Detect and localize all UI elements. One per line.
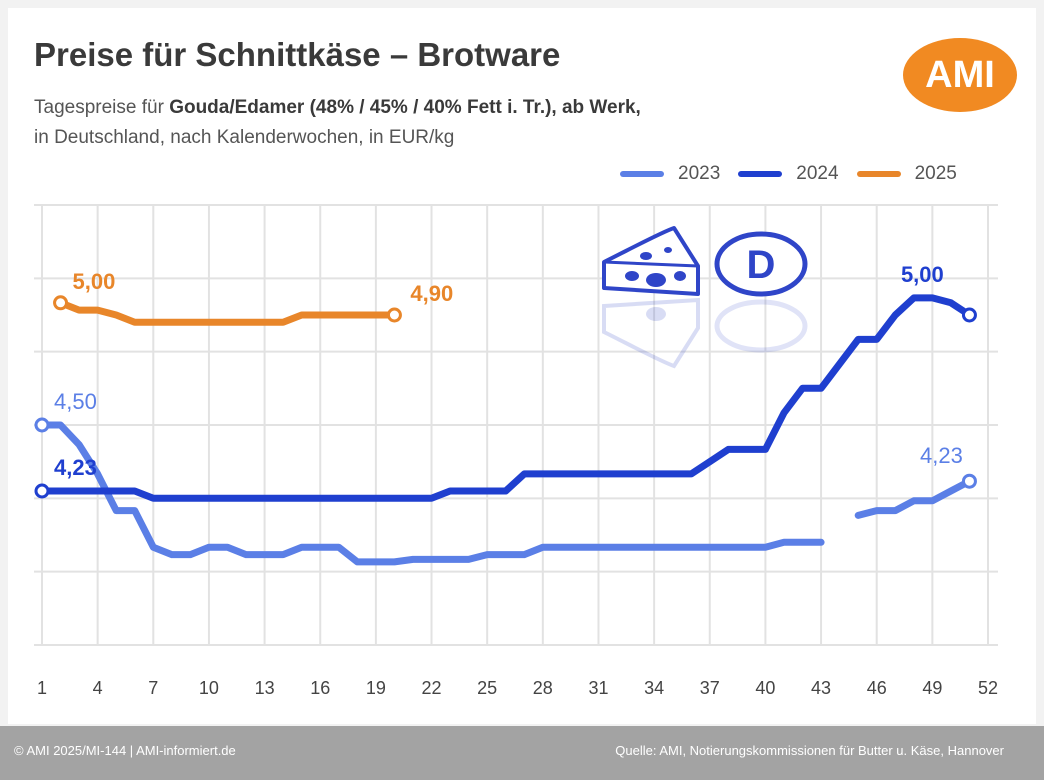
- x-tick-label: 34: [644, 678, 664, 698]
- x-tick-label: 52: [978, 678, 998, 698]
- legend-swatch-2025: [856, 171, 901, 177]
- series-line-2024: [38, 294, 973, 502]
- series-line-2023: [854, 477, 973, 519]
- x-tick-label: 7: [148, 678, 158, 698]
- series-line-2023: [38, 421, 825, 566]
- legend-item-2025: 2025: [856, 163, 957, 185]
- chart-footer: © AMI 2025/MI-144 | AMI-informiert.de Qu…: [0, 726, 1044, 780]
- legend-label-2023: 2023: [678, 163, 721, 184]
- data-label-2025: 4,90: [410, 281, 453, 306]
- x-tick-label: 49: [922, 678, 942, 698]
- subtitle-bold: Gouda/Edamer (48% / 45% / 40% Fett i. Tr…: [169, 97, 641, 118]
- x-tick-label: 40: [755, 678, 775, 698]
- line-chart: 4,50 4,23 4,23 5,00 5,00 4,90 1 4 7 10 13 16 19 22 25…: [34, 204, 998, 698]
- data-label-2024: 4,23: [54, 455, 97, 480]
- x-tick-label: 28: [533, 678, 553, 698]
- chart-card: [8, 8, 1036, 724]
- x-tick-label: 13: [255, 678, 275, 698]
- chart-labels: 4,50 4,23 4,23 5,00 5,00 4,90: [54, 262, 963, 480]
- series-marker-2025: [386, 307, 402, 323]
- data-label-2024: 5,00: [901, 262, 944, 287]
- chart-grid: [34, 204, 998, 646]
- chart-legend: 2023 2024 2025: [620, 160, 957, 188]
- x-tick-label: 25: [477, 678, 497, 698]
- ami-logo: AMI: [903, 38, 1017, 112]
- footer-source: Quelle: AMI, Notierungskommissionen für …: [615, 743, 1004, 758]
- legend-label-2025: 2025: [914, 163, 957, 184]
- data-label-2023: 4,23: [920, 443, 963, 468]
- legend-swatch-2024: [738, 171, 783, 177]
- data-label-2023: 4,50: [54, 389, 97, 414]
- x-tick-label: 16: [310, 678, 330, 698]
- x-tick-label: 19: [366, 678, 386, 698]
- subtitle-prefix: Tagespreise für: [34, 97, 170, 118]
- series-marker-2023: [34, 417, 50, 433]
- x-tick-label: 43: [811, 678, 831, 698]
- ami-logo-text: AMI: [925, 53, 995, 96]
- chart-series: [38, 294, 973, 566]
- x-axis-ticks: 1 4 7 10 13 16 19 22 25 28 31 34 37 40 43 46 49 52: [37, 678, 998, 698]
- chart-icons: D: [602, 226, 808, 369]
- chart-markers: [34, 295, 977, 499]
- series-line-2025: [57, 299, 398, 326]
- legend-label-2024: 2024: [796, 163, 839, 184]
- x-tick-label: 4: [93, 678, 103, 698]
- series-marker-2023: [961, 473, 977, 489]
- series-marker-2025: [53, 295, 69, 311]
- x-tick-label: 37: [700, 678, 720, 698]
- chart-subtitle: Tagespreise für Gouda/Edamer (48% / 45% …: [34, 97, 641, 119]
- chart-title: Preise für Schnittkäse – Brotware: [34, 36, 561, 73]
- germany-d-icon: D: [714, 231, 808, 353]
- legend-swatch-2023: [620, 171, 664, 177]
- x-tick-label: 1: [37, 678, 47, 698]
- x-tick-label: 10: [199, 678, 219, 698]
- series-marker-2024: [34, 483, 50, 499]
- legend-item-2024: 2024: [738, 163, 839, 185]
- chart-subtitle-line2: in Deutschland, nach Kalenderwochen, in …: [34, 127, 455, 148]
- x-tick-label: 46: [867, 678, 887, 698]
- x-tick-label: 31: [588, 678, 608, 698]
- data-label-2025: 5,00: [73, 269, 116, 294]
- footer-copyright: © AMI 2025/MI-144 | AMI-informiert.de: [14, 743, 236, 758]
- cheese-icon: [602, 226, 700, 369]
- series-marker-2024: [961, 307, 977, 323]
- x-tick-label: 22: [422, 678, 442, 698]
- legend-item-2023: 2023: [620, 163, 720, 185]
- germany-d-letter: D: [747, 243, 776, 287]
